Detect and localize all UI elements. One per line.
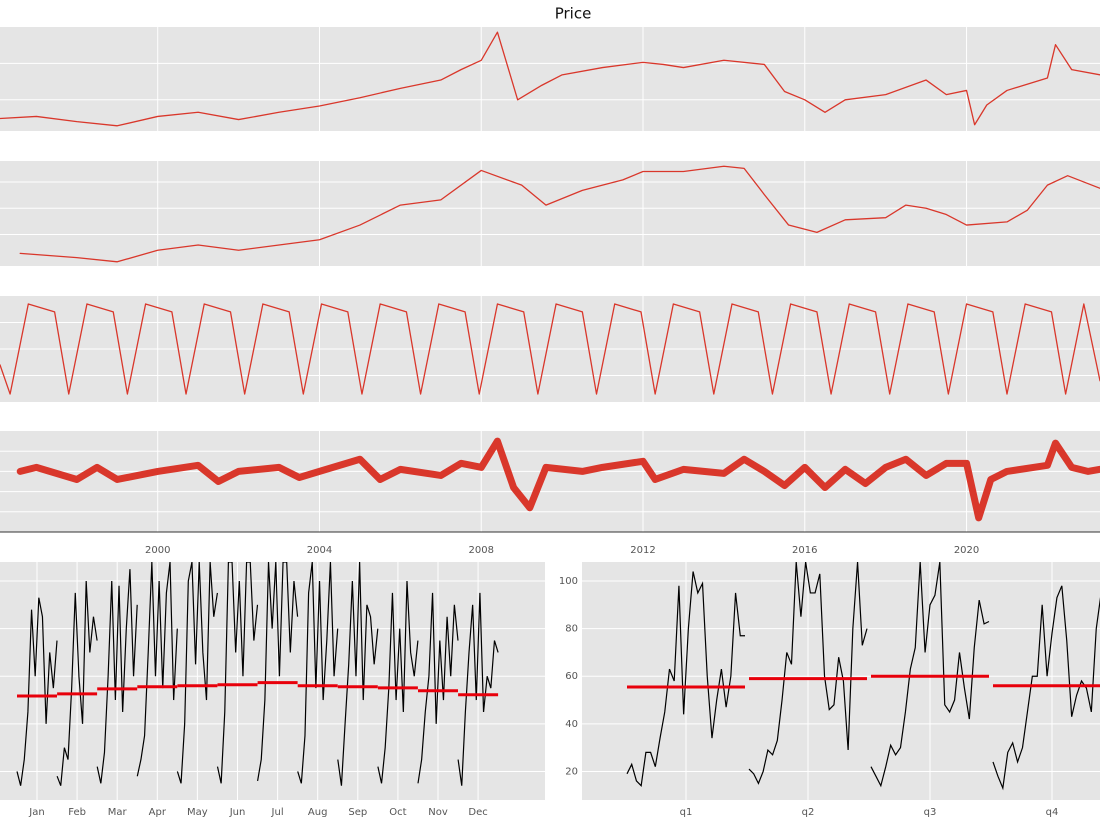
- subseries-line: [216, 562, 259, 784]
- x-tick-label: Feb: [68, 807, 86, 818]
- plot-area: [0, 562, 545, 800]
- series-group: [16, 437, 1100, 522]
- x-tick-label: 2004: [307, 545, 332, 556]
- x-tick-label: 2008: [469, 545, 494, 556]
- x-tick-label: 2016: [792, 545, 817, 556]
- data-line: [19, 165, 1100, 263]
- y-tick-label: 100: [559, 576, 578, 587]
- series-group: [16, 562, 499, 786]
- subseries-line: [136, 562, 178, 777]
- plot-area: [582, 562, 1100, 800]
- subseries-line: [56, 581, 98, 786]
- x-tick-label: Jan: [28, 807, 44, 818]
- series-group: [0, 31, 1100, 127]
- subseries-line: [257, 562, 299, 782]
- data-line: [0, 303, 1100, 395]
- y-tick-label: 20: [565, 766, 578, 777]
- plot-area: [0, 161, 1100, 266]
- x-tick-label: Aug: [308, 807, 328, 818]
- x-tick-label: Nov: [428, 807, 448, 818]
- subseries-line: [337, 562, 379, 786]
- x-tick-label: Sep: [348, 807, 367, 818]
- x-tick-label: q2: [802, 807, 815, 818]
- subseries-line: [96, 569, 138, 784]
- y-tick-label: 80: [565, 624, 578, 635]
- subseries-line: [417, 592, 459, 784]
- subseries-line: [16, 597, 58, 786]
- x-tick-label: Dec: [468, 807, 487, 818]
- subseries-line: [297, 562, 339, 784]
- x-tick-label: Oct: [389, 807, 406, 818]
- subseries-line: [626, 571, 745, 788]
- x-tick-label: 2012: [630, 545, 655, 556]
- x-tick-label: Jul: [271, 807, 284, 818]
- x-tick-label: May: [187, 807, 208, 818]
- plot-area: [0, 431, 1100, 532]
- x-tick-label: q1: [680, 807, 693, 818]
- data-line: [16, 437, 1100, 522]
- x-tick-label: q3: [924, 807, 937, 818]
- series-group: [626, 562, 1100, 791]
- subseries-line: [176, 562, 218, 784]
- subseries-line: [870, 562, 990, 788]
- subseries-line: [457, 592, 499, 786]
- data-line: [0, 31, 1100, 127]
- chart-title: Price: [555, 5, 592, 23]
- subseries-line: [748, 562, 868, 785]
- subseries-line: [377, 581, 419, 784]
- x-tick-label: Mar: [108, 807, 128, 818]
- subseries-line: [992, 585, 1100, 791]
- x-tick-label: Apr: [149, 807, 167, 818]
- series-group: [0, 303, 1100, 395]
- x-tick-label: 2000: [145, 545, 170, 556]
- x-tick-label: 2020: [954, 545, 979, 556]
- series-group: [19, 165, 1100, 263]
- x-tick-label: q4: [1046, 807, 1059, 818]
- x-tick-label: Jun: [229, 807, 246, 818]
- y-tick-label: 60: [565, 671, 578, 682]
- y-tick-label: 40: [565, 719, 578, 730]
